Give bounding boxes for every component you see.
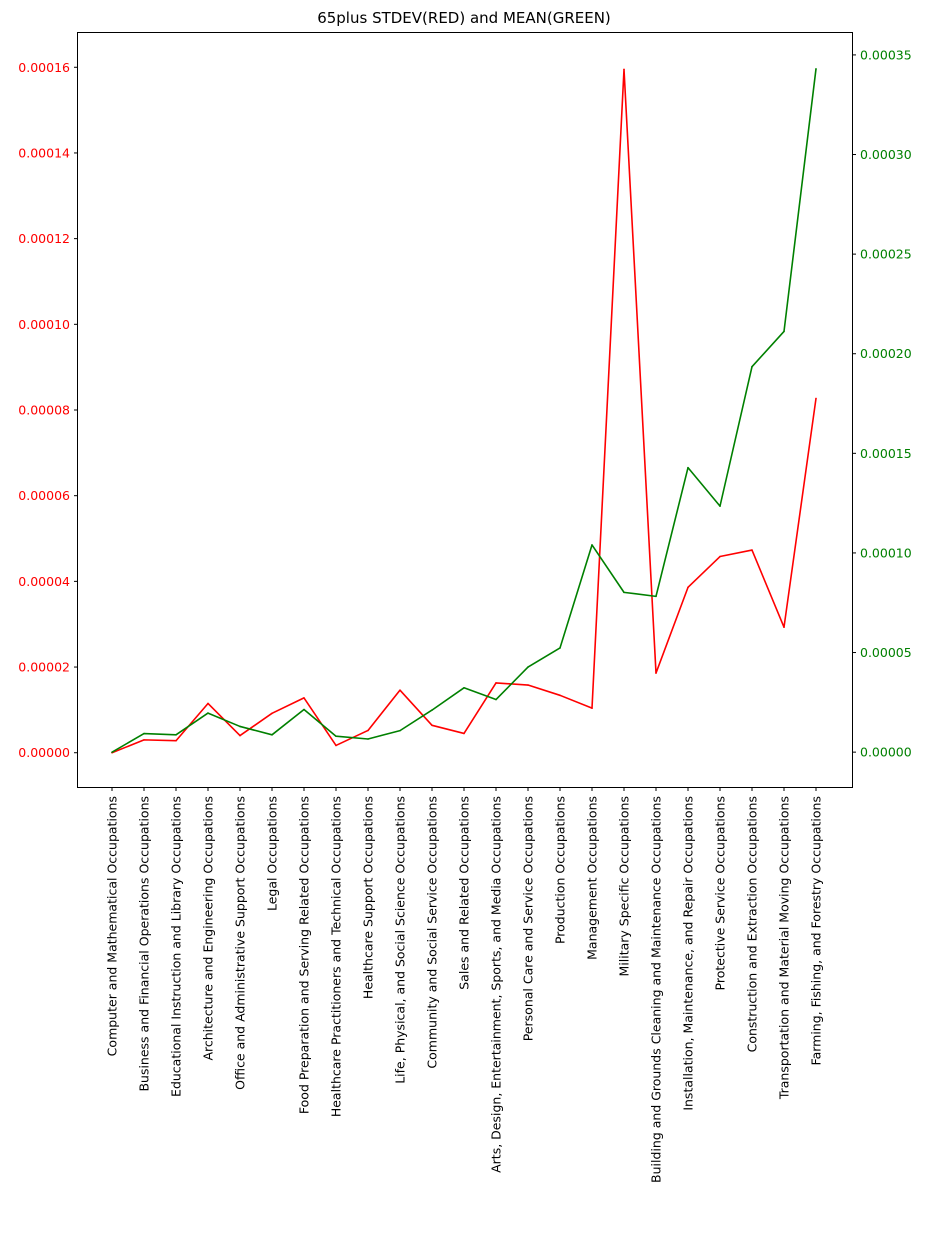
mean-point [783,330,785,333]
x-tick-label: Architecture and Engineering Occupations [201,796,216,1061]
left-tick-label: 0.00008 [18,403,70,418]
left-tick-label: 0.00000 [18,745,70,760]
stdev-point [239,734,241,737]
x-tick-label: Construction and Extraction Occupations [745,796,760,1052]
stdev-point [303,697,305,699]
mean-point [175,734,177,736]
stdev-point [655,672,657,674]
right-tick-label: 0.00010 [860,545,912,560]
x-tick-label: Educational Instruction and Library Occu… [169,796,184,1097]
stdev-point [143,739,145,741]
mean-point [591,544,593,546]
right-tick-label: 0.00020 [860,346,912,361]
stdev-point [783,626,785,629]
stdev-point [687,586,689,589]
stdev-point [751,549,753,551]
mean-point [399,729,401,732]
mean-point [559,647,561,649]
mean-point [303,708,305,711]
right-tick-label: 0.00000 [860,745,912,760]
mean-point [719,505,721,507]
x-tick-label: Arts, Design, Entertainment, Sports, and… [489,796,504,1173]
x-tick-label: Protective Service Occupations [713,796,728,990]
mean-point [687,466,689,469]
right-y-axis: 0.00000 0.00005 0.00010 0.00015 0.00020 0.000… [852,47,912,760]
mean-point [751,365,753,368]
left-tick-label: 0.00010 [18,317,70,332]
x-tick-label: Business and Financial Operations Occupa… [137,796,152,1092]
x-tick-label: Computer and Mathematical Occupations [105,796,120,1056]
stdev-point [335,744,337,747]
stdev-point [431,724,433,727]
left-tick-label: 0.00014 [18,145,70,160]
stdev-point [175,739,177,742]
mean-point [239,725,241,728]
mean-point [335,735,337,738]
right-tick-label: 0.00030 [860,147,912,162]
x-tick-label: Life, Physical, and Social Science Occup… [393,796,408,1084]
stdev-point [719,555,721,558]
x-tick-label: Legal Occupations [265,796,280,911]
mean-point [431,709,433,711]
stdev-series-line [111,68,817,754]
x-tick-label: Installation, Maintenance, and Repair Oc… [681,796,696,1111]
x-tick-label: Building and Grounds Cleaning and Mainte… [649,796,664,1183]
right-tick-label: 0.00025 [860,247,912,262]
x-tick-label: Personal Care and Service Occupations [521,796,536,1041]
left-tick-label: 0.00002 [18,660,70,675]
mean-point [111,751,113,753]
stdev-point [815,397,817,400]
stdev-point [623,68,625,71]
left-tick-label: 0.00012 [18,231,70,246]
stdev-point [527,684,529,686]
plot-lines [111,68,817,754]
mean-point [815,68,817,70]
mean-point [527,666,529,668]
x-tick-label: Sales and Related Occupations [457,796,472,990]
left-tick-label: 0.00004 [18,574,70,589]
x-tick-label: Military Specific Occupations [617,796,632,976]
x-tick-label: Production Occupations [553,796,568,944]
x-tick-label: Management Occupations [585,796,600,960]
left-tick-label: 0.00016 [18,60,70,75]
mean-point [207,712,209,714]
mean-point [143,732,145,735]
x-tick-label: Healthcare Support Occupations [361,796,376,999]
stdev-point [271,712,273,715]
stdev-point [207,702,209,705]
x-tick-label: Community and Social Service Occupations [425,796,440,1069]
mean-point [655,595,657,598]
stdev-point [559,694,561,697]
stdev-point [399,689,401,691]
mean-point [623,591,625,594]
left-y-axis: 0.00000 0.00002 0.00004 0.00006 0.00008 0.000… [18,60,78,760]
right-tick-label: 0.00035 [860,47,912,62]
mean-point [463,686,465,689]
right-tick-label: 0.00005 [860,645,912,660]
stdev-point [367,729,369,732]
x-tick-label: Healthcare Practitioners and Technical O… [329,796,344,1117]
x-axis: Computer and Mathematical Occupations Bus… [105,787,824,1183]
chart-title: 65plus STDEV(RED) and MEAN(GREEN) [317,9,611,27]
x-tick-label: Office and Administrative Support Occupa… [233,796,248,1090]
x-tick-label: Transportation and Material Moving Occup… [777,796,792,1100]
x-tick-label: Farming, Fishing, and Forestry Occupatio… [809,796,824,1065]
mean-point [495,698,497,701]
plot-frame [77,32,853,788]
x-tick-label: Food Preparation and Serving Related Occ… [297,796,312,1114]
right-tick-label: 0.00015 [860,446,912,461]
stdev-point [463,732,465,735]
mean-series-line [111,68,817,753]
stdev-point [591,707,593,709]
left-tick-label: 0.00006 [18,488,70,503]
mean-point [367,738,369,740]
mean-point [271,734,273,736]
stdev-point [495,682,497,684]
